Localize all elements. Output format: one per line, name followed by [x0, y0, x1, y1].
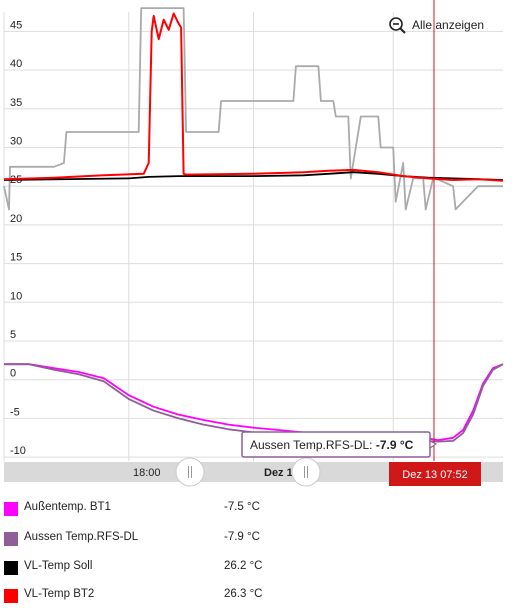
timeline-handle-right[interactable]: [291, 457, 321, 487]
legend-item[interactable]: Aussen Temp.RFS-DL -7.9 °C: [0, 527, 519, 551]
y-tick-label: 15: [10, 252, 22, 264]
legend-swatch: [4, 589, 18, 603]
tooltip-pointer: [429, 440, 438, 450]
show-all-button[interactable]: Alle anzeigen: [388, 16, 484, 36]
timeline-label: Dez 13: [264, 467, 299, 479]
legend-swatch: [4, 561, 18, 575]
y-tick-label: 30: [10, 135, 22, 147]
show-all-label: Alle anzeigen: [412, 18, 485, 32]
series-line-vl-temp-bt2: [3, 12, 504, 182]
y-tick-label: 10: [10, 290, 22, 302]
legend-item[interactable]: Außentemp. BT1 -7.5 °C: [0, 497, 519, 521]
cursor-label: Dez 13 07:52: [402, 469, 467, 481]
y-tick-label: 20: [10, 213, 22, 225]
timeline-track: [4, 462, 503, 482]
tooltip-value: -7.9 °C: [376, 438, 414, 452]
cursor-label-box: [389, 462, 481, 486]
tooltip-series-name: Aussen Temp.RFS-DL:: [250, 438, 376, 452]
y-tick-label: -5: [10, 406, 20, 418]
legend-name: Außentemp. BT1: [24, 501, 111, 513]
legend-name: VL-Temp BT2: [24, 588, 95, 600]
series-line-grey: [3, 7, 503, 211]
legend-item[interactable]: VL-Temp Soll 26.2 °C: [0, 556, 519, 580]
legend-name: VL-Temp Soll: [24, 560, 93, 572]
y-tick-label: 45: [10, 19, 22, 31]
y-tick-label: 35: [10, 97, 22, 109]
legend-swatch: [4, 532, 18, 546]
y-tick-label: -10: [10, 445, 26, 457]
legend-value: -7.9 °C: [224, 531, 260, 543]
timeline-handle-left[interactable]: [175, 457, 205, 487]
legend-value: 26.2 °C: [224, 560, 263, 572]
chart-grid: [3, 12, 503, 461]
series-line-vl-temp-soll: [3, 171, 504, 181]
timeline-label: 18:00: [133, 467, 161, 479]
timeline-bar: 18:00 Dez 13 Dez 13 07:52: [4, 457, 503, 487]
y-tick-label: 0: [10, 368, 16, 380]
legend-value: 26.3 °C: [224, 588, 263, 600]
y-tick-label: 40: [10, 58, 22, 70]
legend-name: Aussen Temp.RFS-DL: [24, 531, 139, 543]
tooltip-text: Aussen Temp.RFS-DL: -7.9 °C: [250, 438, 414, 452]
legend-swatch: [4, 502, 18, 516]
zoom-out-icon: [389, 17, 406, 34]
tooltip: Aussen Temp.RFS-DL: -7.9 °C: [241, 431, 438, 458]
y-tick-label: 5: [10, 329, 16, 341]
legend-item[interactable]: VL-Temp BT2 26.3 °C: [0, 584, 519, 608]
legend-value: -7.5 °C: [224, 501, 260, 513]
